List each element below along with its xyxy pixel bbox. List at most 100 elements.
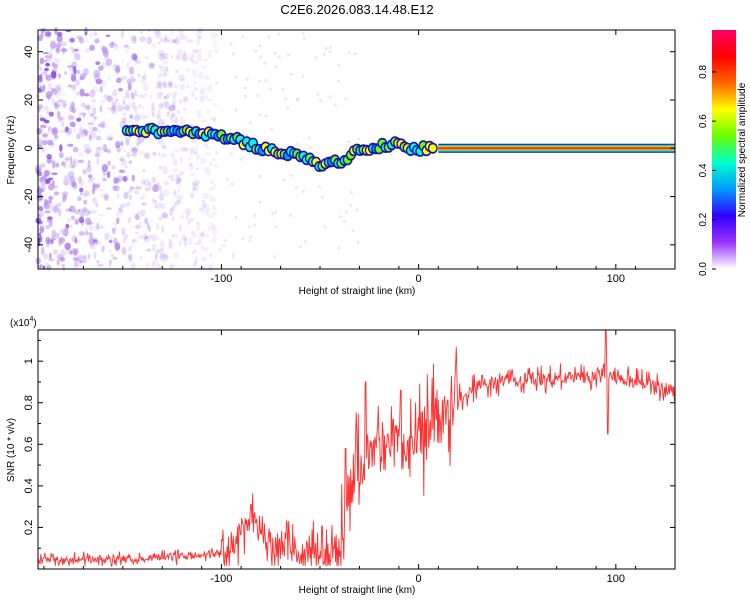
noise-speckle [191, 69, 197, 77]
noise-speckle [289, 173, 293, 177]
colorbar-tick-label: 0.8 [698, 64, 709, 78]
noise-speckle [169, 116, 173, 120]
noise-speckle [214, 49, 218, 53]
noise-speckle [178, 240, 182, 247]
noise-speckle [142, 114, 150, 120]
noise-speckle [108, 75, 111, 82]
noise-speckle [168, 241, 173, 250]
noise-speckle [156, 81, 163, 87]
noise-speckle [299, 245, 303, 249]
noise-speckle [95, 183, 101, 188]
noise-speckle [130, 262, 136, 269]
noise-speckle [163, 69, 169, 75]
noise-speckle [103, 194, 109, 201]
noise-speckle [169, 264, 175, 267]
noise-speckle [84, 104, 91, 110]
spectrogram-panel: -100 0 100 -40 -20 0 20 40 Height of straight l… [6, 26, 676, 297]
noise-speckle [131, 239, 137, 242]
noise-speckle [63, 129, 68, 134]
noise-speckle [63, 162, 67, 169]
noise-speckle [174, 85, 178, 89]
noise-speckle [161, 212, 168, 219]
noise-speckle [186, 39, 194, 43]
noise-speckle [71, 180, 77, 188]
noise-speckle [157, 202, 163, 210]
noise-speckle [259, 55, 263, 59]
noise-speckle [75, 92, 80, 96]
noise-speckle [47, 94, 51, 101]
noise-speckle [121, 227, 126, 236]
y-tick-label: -20 [23, 189, 35, 205]
noise-speckle [40, 205, 44, 211]
noise-speckle [132, 36, 137, 44]
noise-speckle [245, 77, 249, 81]
noise-speckle [146, 222, 150, 230]
noise-speckle [115, 67, 120, 74]
noise-speckle [258, 113, 262, 117]
noise-speckle [204, 75, 210, 81]
noise-speckle [81, 102, 86, 108]
noise-speckle [40, 176, 45, 185]
y-tick-label: 0.2 [23, 520, 35, 535]
noise-speckle [105, 58, 113, 67]
noise-speckle [96, 222, 100, 231]
noise-speckle [151, 176, 156, 183]
noise-speckle [178, 224, 183, 233]
noise-speckle [318, 99, 322, 103]
noise-speckle [180, 54, 186, 62]
noise-speckle [189, 147, 196, 155]
noise-speckle [116, 78, 122, 84]
noise-speckle [65, 208, 72, 212]
noise-speckle [74, 237, 78, 244]
noise-speckle [76, 254, 83, 262]
noise-speckle [161, 253, 169, 261]
noise-speckle [84, 132, 88, 136]
noise-speckle [71, 235, 77, 243]
noise-speckle [40, 30, 44, 39]
noise-speckle [231, 252, 235, 256]
noise-speckle [42, 133, 48, 138]
noise-speckle [60, 228, 63, 234]
noise-speckle [52, 249, 58, 254]
noise-speckle [198, 237, 201, 243]
colorbar-tick-label: 0.4 [698, 163, 709, 177]
noise-speckle [174, 116, 179, 125]
noise-speckle [96, 263, 104, 267]
noise-speckle [59, 144, 63, 152]
noise-speckle [141, 75, 145, 79]
noise-speckle [89, 113, 95, 118]
noise-speckle [139, 36, 146, 43]
noise-speckle [78, 260, 83, 267]
noise-speckle [229, 42, 233, 46]
noise-speckle [106, 135, 114, 142]
noise-speckle [93, 184, 101, 189]
noise-speckle [66, 156, 69, 160]
noise-speckle [230, 182, 234, 186]
noise-speckle [159, 38, 166, 43]
noise-speckle [146, 36, 153, 45]
noise-speckle [181, 234, 188, 242]
spectrogram-frame [37, 29, 676, 270]
noise-speckle [143, 83, 149, 92]
noise-speckle [53, 192, 59, 197]
noise-speckle [132, 238, 138, 244]
noise-speckle [125, 92, 131, 99]
noise-speckle [211, 158, 217, 162]
noise-speckle [204, 203, 211, 212]
noise-speckle [50, 39, 56, 43]
noise-speckle [148, 62, 156, 68]
noise-speckle [168, 104, 176, 112]
noise-speckle [51, 62, 55, 67]
noise-speckle [182, 107, 186, 111]
noise-speckle [179, 78, 186, 81]
noise-speckle [69, 250, 73, 255]
noise-speckle [91, 189, 96, 195]
noise-speckle [105, 34, 111, 37]
noise-speckle [189, 163, 192, 166]
noise-speckle [128, 245, 132, 252]
noise-speckle [328, 50, 332, 54]
noise-speckle [206, 84, 213, 93]
noise-speckle [83, 199, 88, 205]
noise-speckle [130, 102, 136, 109]
noise-speckle [47, 195, 54, 200]
